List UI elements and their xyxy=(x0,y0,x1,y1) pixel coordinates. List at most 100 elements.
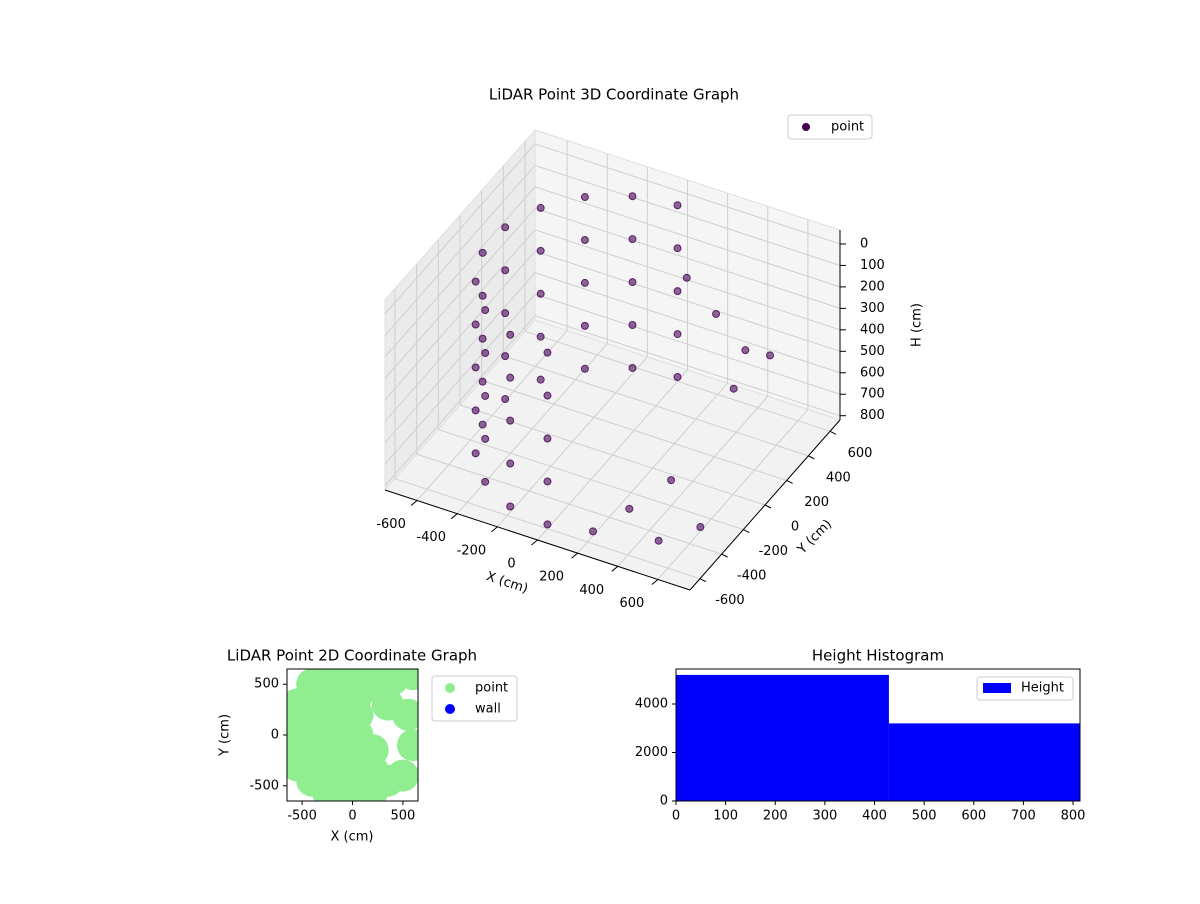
point xyxy=(481,477,490,486)
legend-label: Height xyxy=(1021,681,1064,696)
x-tick-label: 200 xyxy=(763,809,788,824)
point xyxy=(481,349,490,358)
x-tick-label: 700 xyxy=(1011,809,1036,824)
y-tick xyxy=(721,553,728,558)
point xyxy=(506,373,515,382)
point xyxy=(729,384,738,393)
point xyxy=(396,729,418,762)
grid-line xyxy=(384,315,536,487)
grid-line xyxy=(384,272,536,444)
x-tick-label: 400 xyxy=(579,583,604,598)
point xyxy=(536,203,545,212)
legend-marker xyxy=(802,123,810,131)
grid-line xyxy=(384,229,536,401)
y-tick-label: -600 xyxy=(715,593,745,608)
point xyxy=(478,420,487,429)
x-axis xyxy=(384,489,691,591)
point xyxy=(396,669,418,691)
point xyxy=(501,352,510,361)
x-tick xyxy=(491,526,498,533)
legend-label: point xyxy=(831,120,864,135)
point xyxy=(501,223,510,232)
chart-title: Height Histogram xyxy=(812,647,944,665)
point xyxy=(506,459,515,468)
y-tick xyxy=(743,529,750,534)
y-tick-label: 0 xyxy=(660,794,668,809)
point xyxy=(471,363,480,372)
y-tick xyxy=(786,479,793,484)
point xyxy=(478,248,487,257)
point xyxy=(536,246,545,255)
point xyxy=(501,266,510,275)
point xyxy=(471,277,480,286)
point xyxy=(478,334,487,343)
point xyxy=(580,278,589,287)
x-tick-label: 500 xyxy=(390,809,415,824)
point xyxy=(356,734,389,767)
x-tick-label: -400 xyxy=(416,530,446,545)
x-tick xyxy=(450,513,458,520)
point xyxy=(543,520,552,529)
point xyxy=(536,289,545,298)
point xyxy=(628,321,637,330)
x-tick-label: -600 xyxy=(376,517,406,532)
point xyxy=(386,759,418,792)
y-tick xyxy=(808,455,815,460)
x-tick-label: 0 xyxy=(348,809,356,824)
y-tick-label: -400 xyxy=(737,569,767,584)
plot-frame xyxy=(675,668,1081,802)
point xyxy=(580,364,589,373)
point xyxy=(580,235,589,244)
point xyxy=(478,377,487,386)
point xyxy=(543,348,552,357)
bar xyxy=(888,723,1080,801)
x-tick xyxy=(410,500,418,506)
z-tick-label: 0 xyxy=(860,236,868,251)
grid-line xyxy=(524,330,831,432)
point xyxy=(506,416,515,425)
y-axis xyxy=(689,419,841,591)
point xyxy=(501,309,510,318)
x-tick-label: 0 xyxy=(672,809,680,824)
x-tick-label: 400 xyxy=(862,809,887,824)
y-tick xyxy=(764,504,772,509)
point xyxy=(536,375,545,384)
grid-line xyxy=(534,164,841,266)
grid-line xyxy=(503,355,809,457)
y-axis-label: Y (cm) xyxy=(794,517,835,558)
x-tick-label: 100 xyxy=(713,809,738,824)
point xyxy=(536,332,545,341)
x-tick xyxy=(571,552,578,559)
x-axis-label: X (cm) xyxy=(484,569,530,597)
grid-line xyxy=(534,186,841,288)
legend-label: point xyxy=(475,681,508,696)
point xyxy=(673,201,682,210)
y-tick-label: 200 xyxy=(804,495,829,510)
y-tick-label: 2000 xyxy=(635,745,668,760)
legend-box xyxy=(976,676,1074,701)
grid-line xyxy=(384,165,536,336)
y-tick-label: 0 xyxy=(271,728,279,743)
point xyxy=(580,321,589,330)
grid-line xyxy=(481,379,787,481)
x-tick-label: -200 xyxy=(457,543,487,558)
point xyxy=(673,287,682,296)
point xyxy=(580,193,589,202)
point xyxy=(696,523,705,532)
z-tick-label: 500 xyxy=(860,344,885,359)
z-tick-label: 700 xyxy=(860,387,885,402)
x-tick-label: 200 xyxy=(539,570,564,585)
point xyxy=(766,351,775,360)
point xyxy=(628,192,637,201)
point xyxy=(628,363,637,372)
bar xyxy=(676,674,889,801)
grid-line xyxy=(534,250,841,352)
x-axis-label: X (cm) xyxy=(331,830,374,845)
x-tick-label: 500 xyxy=(912,809,937,824)
point xyxy=(506,330,515,339)
point xyxy=(673,244,682,253)
grid-line xyxy=(534,207,841,309)
point xyxy=(501,395,510,404)
x-tick-label: -500 xyxy=(287,809,317,824)
